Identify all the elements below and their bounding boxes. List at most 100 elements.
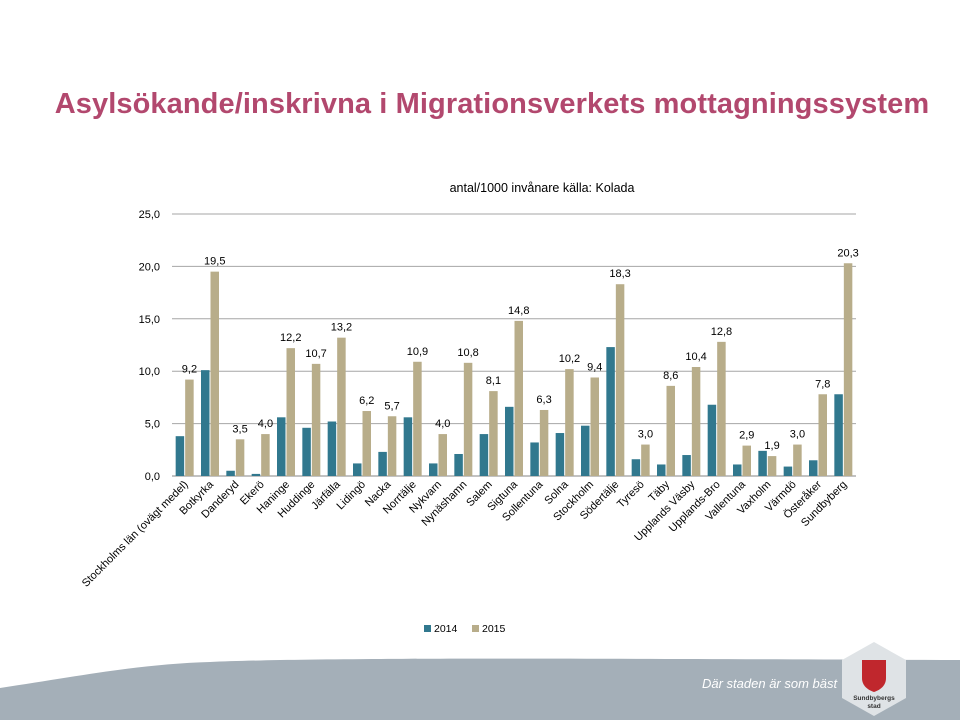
data-label: 4,0 bbox=[435, 418, 450, 430]
bar-2015 bbox=[818, 394, 827, 476]
bar-2015 bbox=[514, 320, 523, 476]
data-label: 12,2 bbox=[280, 332, 301, 344]
data-label: 19,5 bbox=[204, 256, 225, 268]
legend-swatch-2014 bbox=[424, 625, 431, 632]
x-tick-label: Tyresö bbox=[615, 479, 647, 511]
bar-2014 bbox=[606, 347, 615, 476]
data-label: 10,8 bbox=[457, 347, 478, 359]
bar-2014 bbox=[302, 427, 311, 476]
bar-2015 bbox=[210, 271, 219, 476]
y-tick-label: 10,0 bbox=[139, 366, 160, 378]
data-label: 9,4 bbox=[587, 361, 602, 373]
data-label: 1,9 bbox=[764, 440, 779, 452]
data-label: 5,7 bbox=[384, 400, 399, 412]
data-label: 4,0 bbox=[258, 418, 273, 430]
data-label: 20,3 bbox=[837, 247, 858, 259]
data-label: 3,0 bbox=[790, 429, 805, 441]
bar-2015 bbox=[767, 456, 777, 476]
tagline: Där staden är som bäst bbox=[702, 676, 838, 691]
bar-2015 bbox=[463, 362, 473, 476]
bar-2015 bbox=[641, 444, 650, 476]
data-label: 10,4 bbox=[685, 351, 706, 363]
data-label: 13,2 bbox=[331, 322, 352, 334]
data-label: 8,1 bbox=[486, 375, 501, 387]
bar-2014 bbox=[251, 473, 261, 476]
data-label: 14,8 bbox=[508, 305, 529, 317]
bar-2014 bbox=[378, 451, 387, 476]
data-label: 12,8 bbox=[711, 326, 732, 338]
x-tick-label: Lidingö bbox=[335, 479, 369, 513]
legend-label: 2014 bbox=[434, 623, 458, 635]
bar-2014 bbox=[226, 470, 235, 476]
bar-2015 bbox=[691, 367, 701, 476]
bar-2015 bbox=[235, 439, 245, 476]
bar-2015 bbox=[489, 391, 498, 476]
bar-2014 bbox=[555, 433, 565, 476]
logo-shield bbox=[862, 660, 886, 692]
data-label: 10,7 bbox=[305, 348, 326, 360]
bar-2014 bbox=[783, 466, 793, 476]
bar-2014 bbox=[277, 417, 286, 476]
bar-2015 bbox=[185, 379, 194, 476]
bar-2014 bbox=[353, 463, 362, 476]
y-tick-label: 25,0 bbox=[139, 209, 160, 221]
bar-2015 bbox=[261, 434, 270, 476]
bar-2014 bbox=[479, 434, 489, 476]
data-label: 10,2 bbox=[559, 353, 580, 365]
bar-2015 bbox=[666, 385, 675, 476]
bar-2014 bbox=[657, 464, 666, 476]
y-tick-label: 20,0 bbox=[139, 261, 160, 273]
bar-2014 bbox=[682, 455, 691, 476]
bar-2014 bbox=[327, 421, 337, 476]
bar-2014 bbox=[403, 417, 413, 476]
logo-text-line2: stad bbox=[867, 703, 880, 710]
slide-title: Asylsökande/inskrivna i Migrationsverket… bbox=[54, 88, 930, 120]
bar-2015 bbox=[742, 445, 751, 476]
y-tick-label: 5,0 bbox=[145, 419, 160, 431]
bar-2014 bbox=[707, 404, 717, 476]
bar-2015 bbox=[438, 434, 447, 476]
bar-2014 bbox=[758, 450, 767, 476]
sundbyberg-logo: Sundbybergs stad bbox=[842, 642, 906, 716]
data-label: 3,0 bbox=[638, 429, 653, 441]
bar-2015 bbox=[615, 284, 625, 476]
data-label: 2,9 bbox=[739, 430, 754, 442]
logo-text-line1: Sundbybergs bbox=[853, 695, 895, 702]
data-label: 7,8 bbox=[815, 378, 830, 390]
bar-2015 bbox=[311, 363, 321, 476]
data-label: 10,9 bbox=[407, 346, 428, 358]
bar-2014 bbox=[733, 464, 742, 476]
bar-2015 bbox=[590, 377, 599, 476]
bar-2014 bbox=[530, 442, 539, 476]
bar-2015 bbox=[387, 416, 397, 476]
bar-2015 bbox=[843, 263, 853, 476]
data-label: 6,3 bbox=[536, 394, 551, 406]
data-label: 18,3 bbox=[609, 268, 630, 280]
bar-2015 bbox=[793, 444, 802, 476]
legend-swatch-2015 bbox=[472, 625, 479, 632]
bar-2015 bbox=[362, 411, 371, 476]
bar-2015 bbox=[717, 341, 726, 476]
bar-2014 bbox=[505, 406, 514, 476]
chart-title: antal/1000 invånare källa: Kolada bbox=[450, 181, 635, 195]
data-label: 3,5 bbox=[232, 423, 247, 435]
bar-2014 bbox=[201, 370, 210, 476]
bar-2015 bbox=[413, 361, 422, 476]
bar-2015 bbox=[337, 337, 346, 476]
data-label: 6,2 bbox=[359, 395, 374, 407]
bar-2014 bbox=[581, 425, 590, 476]
y-tick-label: 0,0 bbox=[145, 471, 160, 483]
data-label: 8,6 bbox=[663, 370, 678, 382]
y-tick-label: 15,0 bbox=[139, 314, 160, 326]
bar-2014 bbox=[809, 460, 818, 476]
data-label: 9,2 bbox=[182, 364, 197, 376]
legend-label: 2015 bbox=[482, 623, 506, 635]
bar-2014 bbox=[454, 453, 463, 476]
bar-2014 bbox=[631, 459, 641, 476]
bar-2014 bbox=[175, 436, 185, 476]
x-tick-label: Stockholms län (ovägt medel) bbox=[80, 479, 191, 590]
bar-2015 bbox=[539, 409, 549, 476]
bar-2014 bbox=[429, 463, 438, 476]
